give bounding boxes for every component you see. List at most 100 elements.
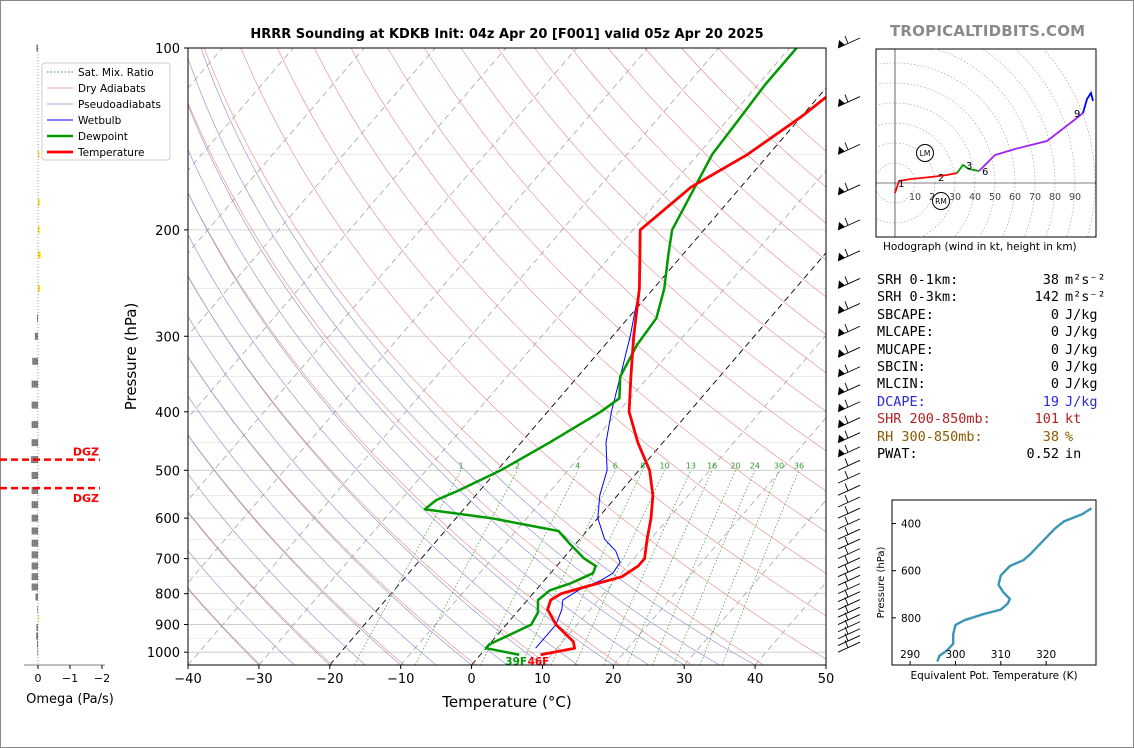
barb-feather: [844, 35, 849, 44]
stat-value: 38: [1042, 428, 1059, 445]
stat-label: RH 300-850mb:: [877, 428, 983, 445]
barb-feather: [844, 345, 849, 353]
mixing-ratio-label: 6: [613, 461, 618, 470]
y-tick-label: 500: [155, 464, 180, 479]
isotherm: [188, 48, 648, 584]
omega-bar: [36, 623, 38, 631]
hodograph-segment: [956, 163, 980, 174]
hodograph-rings: [876, 49, 1096, 237]
wind-barb: [837, 581, 861, 595]
y-tick-label: 200: [155, 224, 180, 239]
theta-e-plot: [936, 507, 1093, 662]
barb-staff: [837, 496, 861, 508]
stat-value: 142: [1034, 289, 1059, 306]
pseudo-adiabat: [188, 104, 685, 665]
wind-barb: [837, 597, 861, 610]
stat-value: 0: [1050, 359, 1059, 376]
omega-bar: [38, 284, 40, 292]
wind-barb: [837, 364, 861, 378]
wind-barb: [837, 345, 861, 358]
stat-label: PWAT:: [877, 446, 918, 463]
stat-label: MLCAPE:: [877, 324, 934, 341]
omega-bar: [31, 562, 38, 570]
pseudo-adiabat: [188, 148, 649, 665]
theta-e-x-tick-label: 310: [991, 649, 1011, 661]
mixing-ratio-line: [521, 470, 616, 665]
wind-barb: [837, 470, 861, 484]
legend-entry: Dewpoint: [78, 131, 128, 143]
barb-feather: [844, 276, 849, 285]
pseudo-adiabat: [188, 395, 437, 665]
omega-bar: [37, 606, 38, 614]
omega-bar: [31, 439, 38, 447]
omega-bar: [31, 401, 38, 409]
wind-barb: [837, 494, 861, 508]
dewpoint-profile: [423, 48, 798, 657]
wind-barb: [837, 444, 861, 458]
theta-e-frame: [891, 499, 1097, 666]
stat-label: SBCIN:: [877, 359, 926, 376]
dry-adiabat: [188, 511, 333, 665]
y-tick-label: 800: [155, 588, 180, 603]
omega-bar: [36, 44, 38, 52]
stat-value: 0: [1050, 324, 1059, 341]
mixing-ratio-line: [721, 470, 800, 665]
stat-unit: J/kg: [1065, 393, 1098, 410]
wind-barb: [837, 505, 861, 519]
barb-feather: [844, 364, 849, 373]
barb-flag: [838, 386, 845, 395]
stat-value: 101: [1034, 411, 1059, 428]
theta-e-profile: [936, 507, 1093, 662]
x-axis-label: Temperature (°C): [441, 693, 571, 711]
isotherm: [683, 499, 826, 665]
omega-bar: [31, 573, 38, 581]
hodograph-ring-label: 70: [1029, 192, 1041, 203]
wind-barb: [837, 35, 861, 49]
pseudo-adiabat: [188, 356, 472, 665]
mixing-ratio-line: [699, 470, 780, 665]
theta-e-panel: 290 300 310 320 400 600 800 Equivalent Pot. Tem…: [876, 499, 1097, 682]
mixing-ratio-label: 8: [640, 461, 645, 470]
stat-row: SRH 0-3km: 142 m²s⁻²: [877, 289, 1106, 306]
x-tick-label: −10: [387, 672, 414, 687]
barb-staff: [837, 459, 861, 471]
wind-barb: [837, 626, 861, 640]
stat-label: SBCAPE:: [877, 306, 934, 323]
storm-motion-label: RM: [935, 197, 947, 206]
stat-unit: m²s⁻²: [1065, 272, 1106, 288]
y-tick-label: 400: [155, 406, 180, 421]
omega-bar: [34, 332, 38, 340]
barb-staff: [837, 628, 861, 640]
theta-e-y-label: Pressure (hPa): [876, 547, 887, 619]
barb-feather: [844, 597, 849, 606]
wind-barb: [837, 640, 861, 653]
x-tick-label: −30: [245, 672, 272, 687]
mixing-ratio-line: [550, 470, 644, 665]
wind-barb: [837, 399, 861, 413]
pseudo-adiabat: [188, 191, 614, 665]
barb-staff: [837, 548, 861, 560]
x-tick-label: 20: [605, 672, 622, 687]
omega-tick-label: 0: [35, 672, 42, 685]
wind-barb: [837, 483, 861, 496]
hodograph-height-label: 9: [1074, 109, 1080, 120]
mixing-ratio-line: [673, 470, 756, 665]
barb-feather: [844, 483, 849, 491]
dry-adiabat: [424, 48, 826, 452]
barb-feather: [844, 301, 849, 310]
x-tick-label: 40: [747, 672, 764, 687]
hodograph-panel: 10203040506070809012369LMRM: [875, 48, 1097, 238]
stat-value: 19: [1042, 393, 1059, 410]
barb-feather: [844, 470, 849, 479]
stat-unit: J/kg: [1065, 324, 1098, 341]
barb-feather: [844, 589, 849, 598]
theta-e-x-tick-label: 290: [900, 649, 920, 661]
stat-label: SRH 0-1km:: [877, 272, 959, 288]
chart-title: HRRR Sounding at KDKB Init: 04z Apr 20 […: [250, 27, 764, 42]
barb-feather: [844, 142, 849, 151]
wind-barb: [837, 182, 861, 196]
wind-barb: [837, 382, 861, 396]
stat-row: DCAPE: 19 J/kg: [877, 394, 1106, 411]
barb-staff: [837, 472, 861, 484]
mixing-ratio-label: 4: [575, 461, 580, 470]
